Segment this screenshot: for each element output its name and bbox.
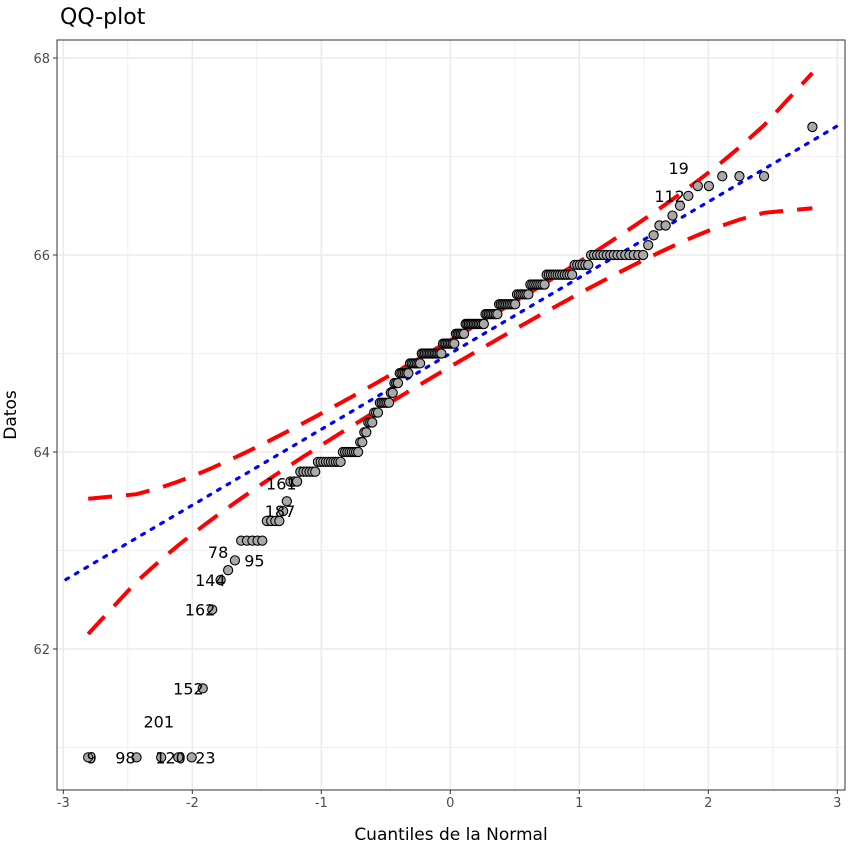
data-point [367, 417, 378, 428]
data-point [414, 358, 426, 369]
x-tick-label: 0 [446, 796, 454, 811]
data-point [660, 220, 671, 231]
data-point [361, 427, 372, 438]
point-label: 23 [195, 748, 215, 767]
data-point [281, 496, 292, 507]
data-point [357, 436, 368, 448]
data-point [492, 308, 503, 320]
data-point [717, 171, 728, 182]
data-point [523, 289, 534, 300]
data-point [734, 171, 745, 182]
data-point [458, 328, 470, 339]
point-label: 19 [668, 159, 688, 178]
data-point [566, 269, 578, 280]
data-point [173, 752, 184, 763]
data-point [692, 180, 703, 192]
data-points [83, 121, 818, 763]
data-point [274, 515, 285, 527]
data-point [683, 190, 694, 202]
data-point [197, 683, 208, 694]
data-point [674, 200, 686, 211]
envelope-lower-line [86, 206, 813, 636]
x-tick-label: -2 [186, 796, 199, 811]
y-tick-label: 68 [33, 52, 50, 67]
data-point [807, 121, 818, 133]
data-point [583, 259, 594, 270]
point-label: 162 [185, 601, 216, 620]
x-tick-label: 1 [575, 796, 583, 811]
point-label: 120 [155, 748, 186, 767]
y-tick-label: 66 [33, 249, 50, 264]
data-point [539, 279, 550, 290]
x-axis: -3 -2 -1 0 1 2 3 [57, 790, 841, 811]
data-point [207, 604, 218, 615]
data-point [478, 318, 489, 330]
y-axis-title: Datos [1, 390, 21, 440]
data-point [510, 299, 521, 310]
data-point [383, 397, 395, 408]
data-point [352, 446, 364, 458]
data-point [335, 456, 346, 467]
data-point [83, 752, 94, 763]
data-point [131, 752, 142, 763]
data-point [643, 239, 654, 251]
point-label: 187 [265, 502, 296, 521]
data-point [436, 348, 447, 359]
point-label: 95 [244, 551, 264, 570]
data-point [291, 476, 303, 487]
data-point [449, 338, 460, 349]
data-point [648, 230, 659, 241]
data-point [229, 555, 241, 566]
y-axis: 62 64 66 68 [33, 52, 57, 658]
point-label: 98 [115, 748, 135, 767]
x-tick-label: 2 [704, 796, 712, 811]
data-point [215, 574, 226, 586]
data-point [387, 387, 398, 399]
data-point [667, 210, 678, 221]
data-point [310, 466, 321, 477]
data-point [186, 752, 197, 763]
point-label: 161 [266, 474, 297, 493]
data-point [703, 180, 715, 192]
point-label: 78 [208, 543, 228, 562]
data-point [637, 249, 649, 261]
x-tick-label: -3 [57, 796, 70, 811]
point-label: 152 [173, 679, 204, 698]
data-point [403, 368, 414, 379]
point-label: 9 [87, 748, 97, 767]
data-point [257, 535, 268, 546]
x-tick-label: -1 [315, 796, 328, 811]
data-point [372, 407, 384, 418]
point-label: 201 [143, 712, 174, 731]
panel-border [56, 39, 846, 791]
data-point [392, 377, 404, 389]
chart-title: QQ-plot [60, 5, 146, 30]
point-label: 144 [195, 571, 226, 590]
data-point [277, 505, 289, 517]
data-point [758, 171, 770, 182]
point-labels: 9 98 120 201 23 152 162 144 78 95 187 161 112 19 [87, 159, 689, 767]
data-point [222, 565, 234, 576]
x-axis-title: Cuantiles de la Normal [354, 825, 547, 845]
gridlines [57, 40, 845, 790]
y-tick-label: 62 [33, 643, 50, 658]
point-label: 112 [654, 187, 685, 206]
data-point [156, 752, 167, 763]
y-tick-label: 64 [33, 446, 50, 461]
x-tick-label: 3 [833, 796, 841, 811]
